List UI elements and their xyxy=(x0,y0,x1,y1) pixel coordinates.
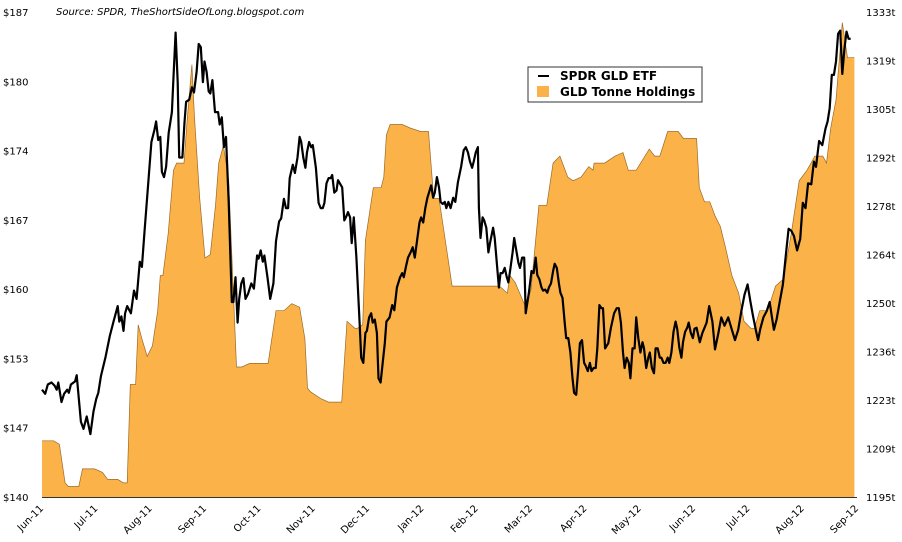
y-right-tick-label: 1250t xyxy=(866,299,895,310)
series-area-outline xyxy=(42,22,855,487)
legend-label-gld-tonne-holdings: GLD Tonne Holdings xyxy=(560,85,695,99)
x-tick-label: Apr-12 xyxy=(558,503,589,534)
y-right-tick-label: 1278t xyxy=(866,202,895,213)
y-left-tick-label: $174 xyxy=(3,147,28,158)
source-annotation: Source: SPDR, TheShortSideOfLong.blogspo… xyxy=(56,7,304,18)
y-right-tick-label: 1223t xyxy=(866,396,895,407)
x-tick-label: Jul-12 xyxy=(724,503,753,532)
x-tick-label: Nov-11 xyxy=(285,503,318,536)
x-tick-label: Aug-12 xyxy=(774,503,807,536)
x-tick-label: Sep-12 xyxy=(828,503,861,536)
x-axis: Jun-11 Jul-11 Aug-11 Sep-11 Oct-11 Nov-11 Dec-… xyxy=(15,503,861,537)
y-left-tick-label: $153 xyxy=(3,354,28,365)
plot-area xyxy=(41,22,857,498)
y-right-tick-label: 1319t xyxy=(866,57,895,68)
y-left-tick-label: $147 xyxy=(3,424,28,435)
x-tick-label: Jul-11 xyxy=(72,503,101,532)
x-tick-label: Jan-12 xyxy=(396,503,427,534)
x-tick-label: Jun-11 xyxy=(15,503,46,534)
x-tick-label: May-12 xyxy=(610,503,644,537)
x-tick-label: Aug-11 xyxy=(122,503,155,536)
series-area-gld-tonne-holdings xyxy=(42,22,855,497)
y-axis-left: $140 $147 $153 $160 $167 $174 $180 $187 xyxy=(3,8,28,504)
y-right-tick-label: 1264t xyxy=(866,251,895,262)
y-left-tick-label: $160 xyxy=(3,285,28,296)
x-tick-label: Jun-12 xyxy=(667,503,698,534)
y-left-tick-label: $187 xyxy=(3,8,28,19)
y-left-tick-label: $167 xyxy=(3,216,28,227)
y-left-tick-label: $140 xyxy=(3,493,28,504)
y-left-tick-label: $180 xyxy=(3,77,28,88)
x-tick-label: Sep-11 xyxy=(176,503,209,536)
y-right-tick-label: 1305t xyxy=(866,105,895,116)
y-axis-right: 1195t 1209t 1223t 1236t 1250t 1264t 1278t 1292t… xyxy=(866,8,895,504)
y-right-tick-label: 1209t xyxy=(866,445,895,456)
legend-area-swatch xyxy=(537,86,549,97)
y-right-tick-label: 1333t xyxy=(866,8,895,19)
legend: SPDR GLD ETF GLD Tonne Holdings xyxy=(527,66,703,103)
series-line-spdr-gld-etf xyxy=(41,29,851,436)
legend-box xyxy=(527,66,703,103)
y-right-tick-label: 1236t xyxy=(866,348,895,359)
x-tick-label: Mar-12 xyxy=(503,503,535,535)
y-right-tick-label: 1292t xyxy=(866,154,895,165)
legend-label-spdr-gld-etf: SPDR GLD ETF xyxy=(560,69,657,83)
x-tick-label: Feb-12 xyxy=(449,503,481,535)
x-tick-label: Oct-11 xyxy=(232,503,264,535)
y-right-tick-label: 1195t xyxy=(866,493,895,504)
x-tick-label: Dec-11 xyxy=(339,503,372,536)
